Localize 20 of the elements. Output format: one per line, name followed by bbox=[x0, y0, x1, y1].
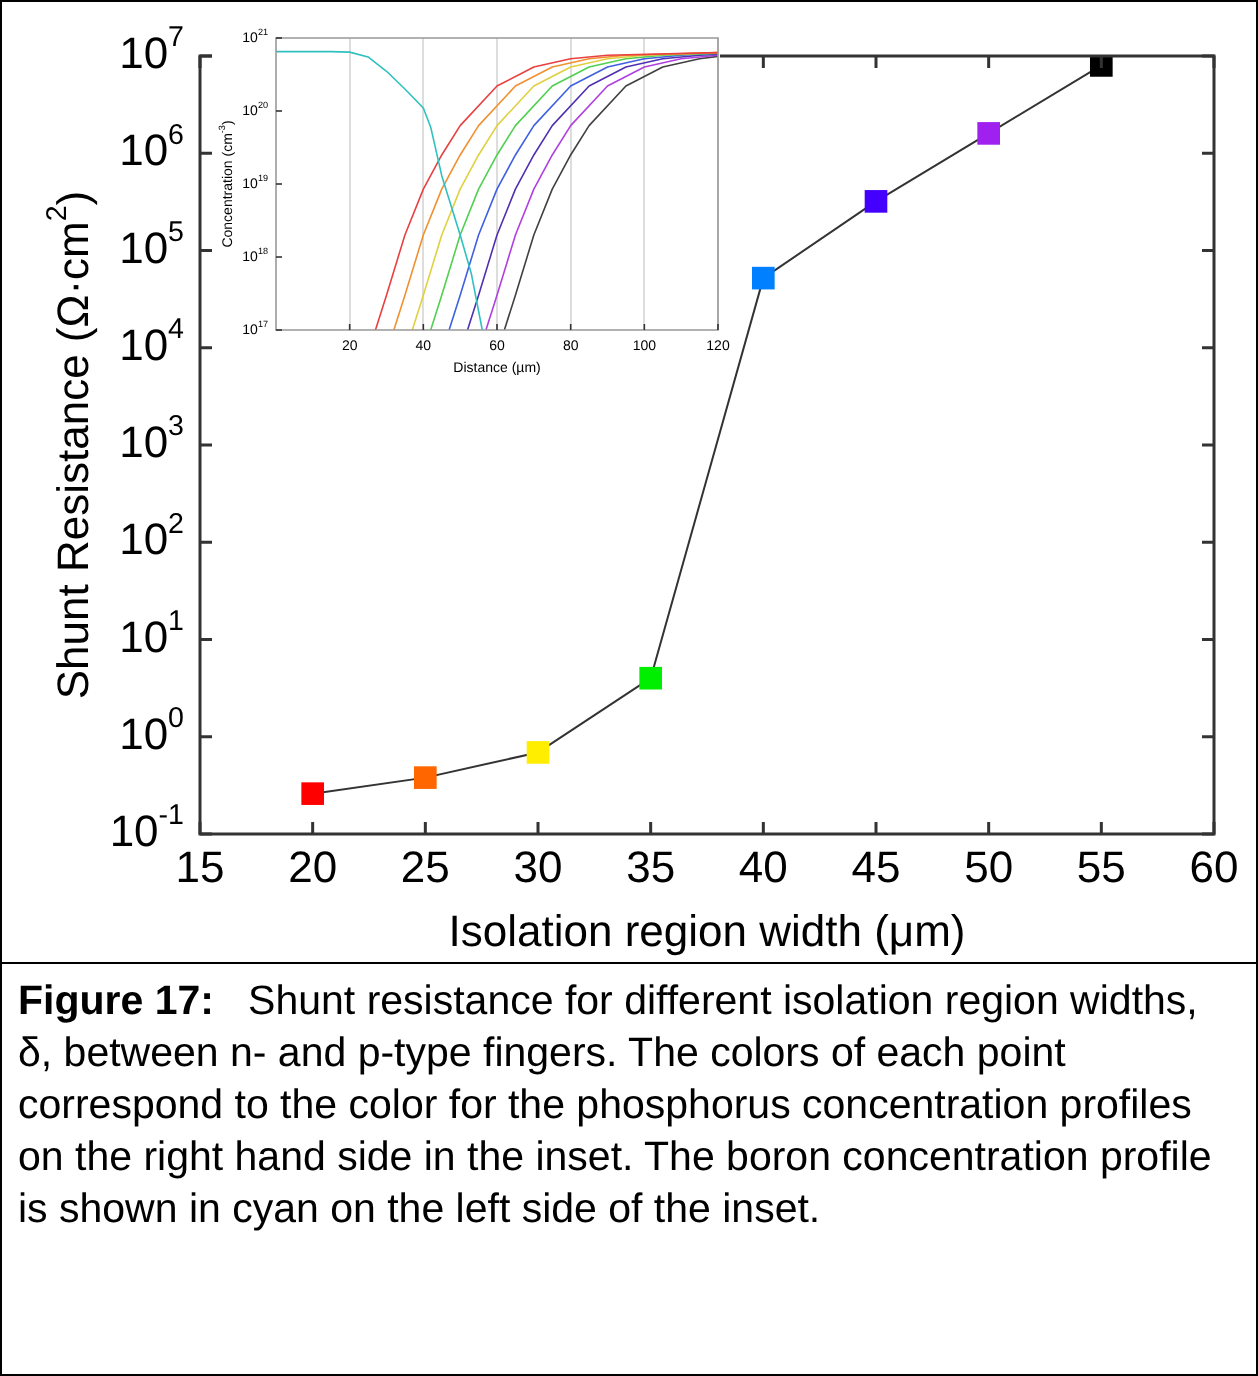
point bbox=[977, 122, 1000, 145]
x-tick-label: 20 bbox=[288, 842, 338, 893]
y-axis-title: Shunt Resistance (Ω·cm2) bbox=[42, 190, 99, 700]
x-axis-title: Isolation region width (μm) bbox=[448, 906, 966, 957]
point bbox=[414, 766, 437, 789]
caption: Figure 17: Shunt resistance for different isolation region widths, δ, between n- and p-type fingers. The colors of each point correspond to the color for the phosphorus concentration profiles on the right hand side in the inset. The boron concentration profile is shown in cyan on the left side of the inset. bbox=[18, 978, 1212, 1232]
x-tick-label: 50 bbox=[964, 842, 1014, 893]
point bbox=[639, 666, 662, 690]
x-tick-label: 15 bbox=[175, 842, 225, 893]
x-tick-label: 55 bbox=[1076, 842, 1126, 893]
x-tick-label: 45 bbox=[851, 842, 901, 893]
x-tick-label: 35 bbox=[626, 842, 676, 893]
x-tick-label: 30 bbox=[513, 842, 563, 893]
point bbox=[526, 741, 550, 764]
point bbox=[752, 266, 775, 290]
x-tick-label: 25 bbox=[400, 842, 450, 893]
point bbox=[864, 190, 888, 213]
point bbox=[301, 782, 324, 805]
x-tick-label: 60 bbox=[1189, 842, 1239, 893]
x-tick-label: 40 bbox=[738, 842, 788, 893]
